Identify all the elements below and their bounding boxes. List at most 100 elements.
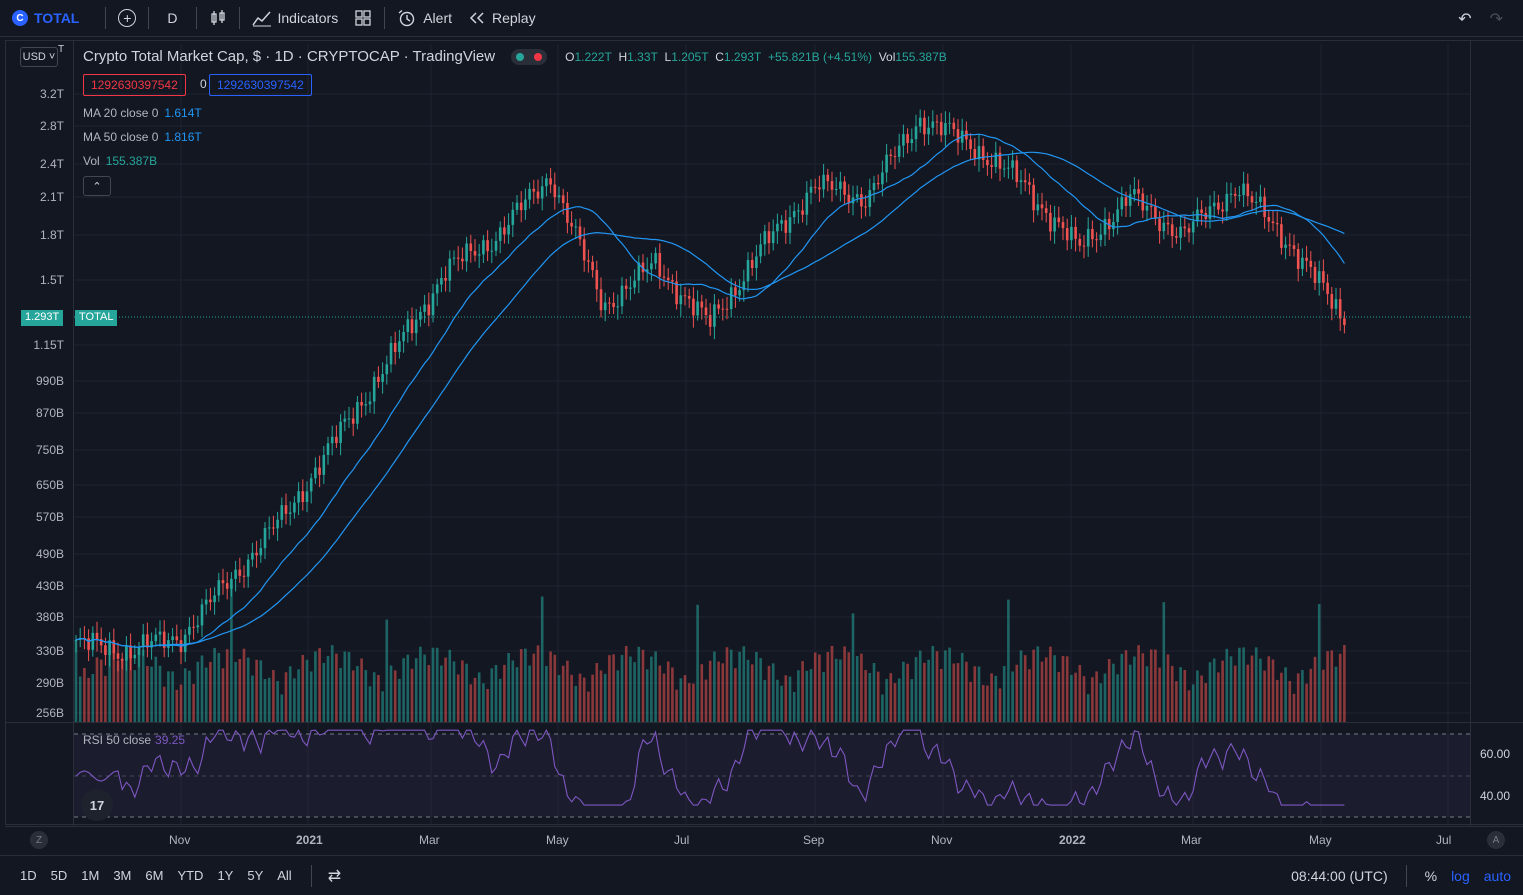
volume-bar <box>406 654 410 722</box>
candle-body <box>1065 228 1069 241</box>
log-scale-toggle[interactable]: log <box>1451 868 1470 884</box>
volume-bar <box>74 640 78 722</box>
redo-icon[interactable]: ↷ <box>1489 10 1503 28</box>
sell-price-button[interactable]: 1292630397542 <box>83 74 186 96</box>
auto-scale-button[interactable]: auto <box>1483 868 1511 884</box>
volume-bar <box>671 667 674 722</box>
buy-price-button[interactable]: 1292630397542 <box>209 74 312 96</box>
compare-dates-icon[interactable]: ⇄ <box>327 867 342 885</box>
interval-button[interactable]: D <box>153 0 191 37</box>
candle-body <box>1158 218 1161 232</box>
auto-scale-toggle[interactable]: A <box>1487 831 1505 849</box>
currency-select[interactable]: USD ˅ <box>20 47 58 67</box>
volume-bar <box>750 664 754 722</box>
zoom-toggle[interactable]: Z <box>30 831 48 849</box>
candle-body <box>818 187 821 190</box>
volume-legend[interactable]: Vol 155.387B <box>83 154 158 168</box>
range-button-1m[interactable]: 1M <box>81 868 100 883</box>
candle-body <box>776 223 779 232</box>
tradingview-logo[interactable]: 17 <box>81 789 113 821</box>
range-button-1d[interactable]: 1D <box>20 868 37 883</box>
ma50-legend[interactable]: MA 50 close 0 1.816T <box>83 130 202 144</box>
candle-body <box>511 209 515 225</box>
volume-bar <box>704 679 708 722</box>
volume-bar <box>393 670 397 722</box>
volume-bar <box>687 683 691 722</box>
ma20-legend[interactable]: MA 20 close 0 1.614T <box>83 106 202 120</box>
candle-body <box>780 220 783 224</box>
layouts-button[interactable] <box>346 0 380 37</box>
candle-body <box>246 559 250 577</box>
range-button-5d[interactable]: 5D <box>50 868 68 883</box>
symbol-name: TOTAL <box>34 10 80 26</box>
candle-body <box>377 376 380 382</box>
candle-body <box>927 127 930 135</box>
price-axis-label: 380B <box>35 610 64 624</box>
compare-symbol-button[interactable]: + <box>110 0 144 37</box>
candle-body <box>620 285 624 307</box>
candle-body <box>704 307 708 316</box>
candle-body <box>1074 226 1077 239</box>
volume-bar <box>398 678 401 722</box>
volume-bar <box>935 651 939 722</box>
volume-bar <box>364 670 368 722</box>
volume-bar <box>1212 658 1216 722</box>
volume-bar <box>1002 666 1006 722</box>
left-axis-separator <box>73 40 74 826</box>
range-button-3m[interactable]: 3M <box>113 868 132 883</box>
volume-bar <box>549 651 552 722</box>
volume-bar <box>377 675 380 722</box>
volume-bar <box>204 667 208 722</box>
candle-body <box>948 122 951 124</box>
range-button-1y[interactable]: 1Y <box>217 868 234 883</box>
candle-body <box>1057 217 1061 223</box>
volume-bar <box>314 651 317 722</box>
symbol-search-button[interactable]: C TOTAL <box>0 0 87 37</box>
status-dot-red <box>534 52 543 61</box>
price-axis-label: 256B <box>35 706 64 720</box>
candle-body <box>1242 183 1245 196</box>
rsi-legend[interactable]: RSI 50 close 39.25 <box>83 733 186 747</box>
alert-button[interactable]: Alert <box>389 0 460 37</box>
replay-button[interactable]: Replay <box>460 0 544 37</box>
collapse-legend-button[interactable]: ⌃ <box>83 176 111 196</box>
undo-icon[interactable]: ↶ <box>1458 10 1472 28</box>
range-button-all[interactable]: All <box>277 868 292 883</box>
chart-type-button[interactable] <box>201 0 235 37</box>
range-button-5y[interactable]: 5Y <box>247 868 264 883</box>
indicators-button[interactable]: Indicators <box>244 0 347 37</box>
timezone-clock[interactable]: 08:44:00 (UTC) <box>1291 868 1388 884</box>
volume-bar <box>1275 679 1279 722</box>
volume-bar <box>402 658 405 722</box>
percent-scale-toggle[interactable]: % <box>1424 868 1438 884</box>
volume-bar <box>805 670 809 722</box>
volume-bar <box>981 684 985 722</box>
range-button-6m[interactable]: 6M <box>145 868 164 883</box>
candle-body <box>1170 224 1174 237</box>
volume-bar <box>1242 647 1245 722</box>
market-status-toggle[interactable] <box>511 48 548 65</box>
candle-body <box>771 231 775 244</box>
volume-bar <box>440 665 443 722</box>
volume-bar <box>515 667 519 722</box>
volume-bar <box>108 654 111 722</box>
volume-bar <box>658 665 662 722</box>
candle-body <box>104 645 107 655</box>
chart-title[interactable]: Crypto Total Market Cap, $ · 1D · CRYPTO… <box>83 48 496 65</box>
candle-body <box>1078 238 1082 246</box>
candle-body <box>834 189 838 191</box>
volume-bar <box>578 673 582 722</box>
volume-bar <box>1191 684 1195 722</box>
candle-body <box>599 289 603 311</box>
volume-bar <box>708 660 712 722</box>
candle-body <box>427 304 431 316</box>
volume-bar <box>868 673 872 722</box>
chart-container[interactable] <box>0 40 1523 825</box>
volume-bar <box>629 656 632 722</box>
volume-bar <box>1233 665 1237 722</box>
time-axis-label: Nov <box>169 833 191 847</box>
divider <box>1405 865 1407 887</box>
chart-canvas[interactable] <box>0 0 1523 855</box>
range-button-ytd[interactable]: YTD <box>177 868 204 883</box>
candle-body <box>629 287 632 289</box>
